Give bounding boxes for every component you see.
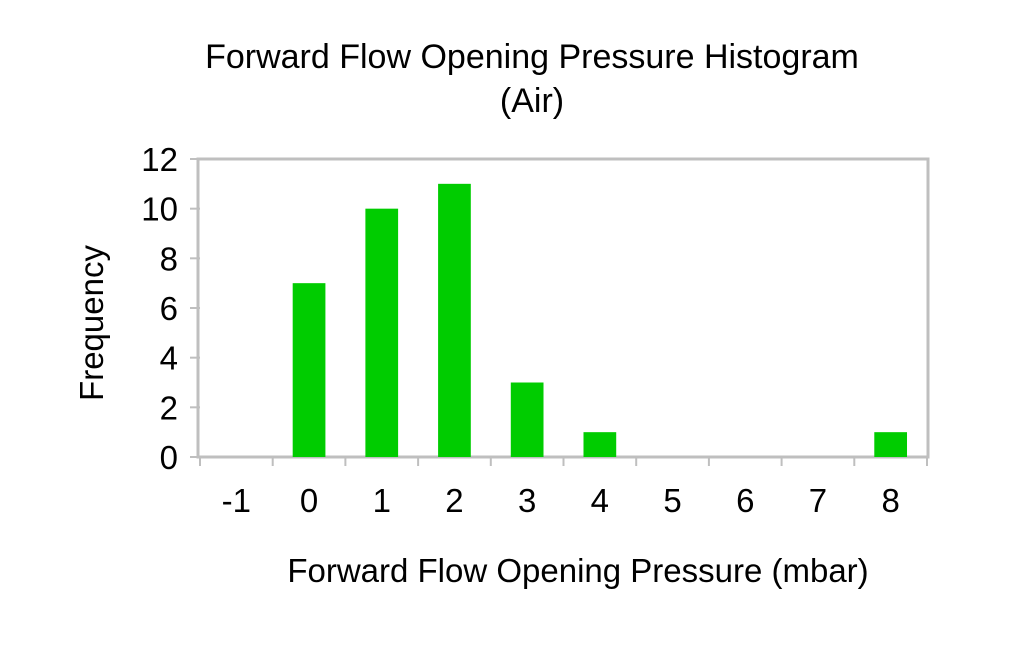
- y-ticks-group: 0 2 4 6 8 10 12: [141, 141, 200, 476]
- y-tick-label: 6: [160, 290, 178, 327]
- chart-title: Forward Flow Opening Pressure Histogram: [205, 38, 859, 76]
- bar-3: [510, 382, 544, 457]
- y-tick-label: 8: [160, 240, 178, 277]
- x-tick-label: 3: [518, 482, 536, 519]
- y-tick-label: 12: [141, 141, 178, 178]
- chart-subtitle: (Air): [499, 82, 565, 120]
- y-tick-label: 10: [141, 191, 178, 228]
- x-axis-label: Forward Flow Opening Pressure (mbar): [287, 552, 868, 589]
- x-tick-label: 0: [300, 482, 318, 519]
- bar-4: [583, 432, 617, 457]
- x-tick-label: 6: [736, 482, 754, 519]
- bar-0: [292, 283, 326, 457]
- x-tick-label: 5: [663, 482, 681, 519]
- y-axis-label: Frequency: [73, 245, 110, 401]
- bar-8: [874, 432, 908, 457]
- x-tick-label: 7: [809, 482, 827, 519]
- bar-1: [365, 208, 399, 457]
- bar-2: [438, 183, 471, 458]
- x-tick-label: 2: [445, 482, 463, 519]
- x-tick-label: 1: [373, 482, 391, 519]
- x-tick-label: 4: [591, 482, 609, 519]
- bars-group: [292, 183, 908, 458]
- x-tick-label: 8: [881, 482, 899, 519]
- x-ticks-group: -1 0 1 2 3 4 5 6 7 8: [199, 457, 928, 519]
- y-tick-label: 0: [160, 439, 178, 476]
- y-tick-label: 2: [160, 389, 178, 426]
- y-tick-label: 4: [160, 340, 178, 377]
- x-tick-label: -1: [222, 482, 251, 519]
